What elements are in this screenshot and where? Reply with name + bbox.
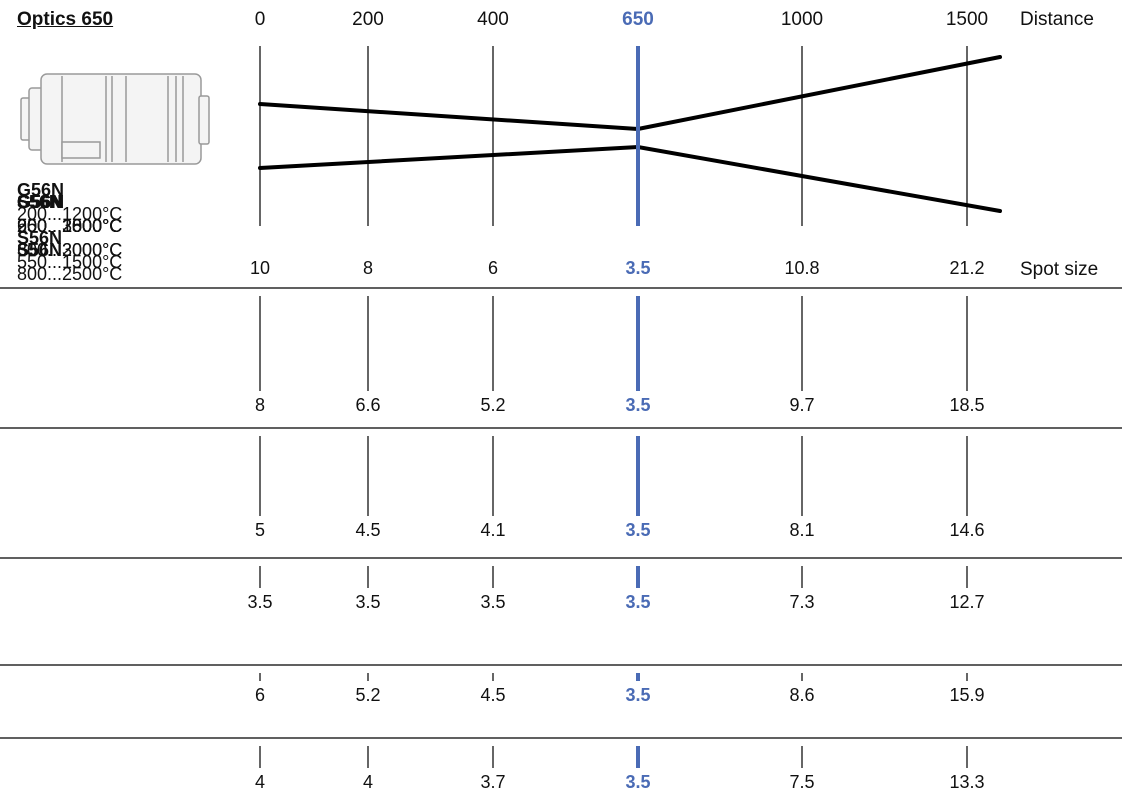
- spot-size-value: 4.5: [480, 685, 506, 705]
- model-name: S56N: [17, 240, 63, 260]
- distance-label-0: 0: [254, 9, 266, 30]
- distance-axis-label: Distance: [1020, 9, 1094, 30]
- page-title: Optics 650: [17, 9, 114, 30]
- spot-size-value: 10.8: [784, 258, 820, 278]
- spot-size-value: 4.5: [355, 520, 381, 540]
- spot-size-value: 6.6: [355, 395, 381, 415]
- temperature-range: 550...1500°C: [17, 252, 123, 272]
- distance-label-5: 1500: [945, 9, 989, 30]
- spot-size-value: 3.5: [625, 772, 651, 792]
- spot-size-value: 9.7: [789, 395, 815, 415]
- temperature-range: 600...3000°C: [17, 240, 123, 260]
- model-name: S56N: [17, 192, 63, 212]
- spot-size-value: 3.5: [625, 395, 651, 415]
- spot-size-value: 7.3: [789, 592, 815, 612]
- temperature-range: 250...2500°C: [17, 216, 123, 236]
- spot-size-value: 8.6: [789, 685, 815, 705]
- temperature-range: 350...2000°C: [17, 240, 123, 260]
- spot-size-value: 3.5: [625, 685, 651, 705]
- model-name: S56N: [17, 228, 63, 248]
- distance-label-3: 650: [622, 9, 654, 30]
- spot-size-value: 8.1: [789, 520, 815, 540]
- spot-size-value: 4: [254, 772, 266, 792]
- beam-profile: [258, 55, 1002, 213]
- spot-size-value: 5.2: [480, 395, 506, 415]
- spot-size-value: 10: [249, 258, 271, 278]
- spot-size-value: 8: [254, 395, 266, 415]
- spot-size-value: 15.9: [949, 685, 985, 705]
- spot-size-value: 3.5: [625, 592, 651, 612]
- spot-size-value: 3.5: [355, 592, 381, 612]
- spot-size-value: 3.5: [247, 592, 273, 612]
- model-name: G56N: [17, 192, 65, 212]
- temperature-range: 250...1500°C: [17, 216, 123, 236]
- pyrometer-device-icon: [20, 73, 210, 165]
- spot-size-value: 4: [362, 772, 374, 792]
- temperature-range: 800...2500°C: [17, 264, 123, 284]
- model-name: G56N: [17, 180, 65, 200]
- spot-size-value: 12.7: [949, 592, 985, 612]
- spot-size-value: 5.2: [355, 685, 381, 705]
- spot-size-value: 3.5: [480, 592, 506, 612]
- spot-size-value: 3.5: [625, 258, 651, 278]
- spot-size-value: 6: [254, 685, 266, 705]
- spot-size-value: 7.5: [789, 772, 815, 792]
- spot-size-value: 4.1: [480, 520, 506, 540]
- temperature-range: 200...1200°C: [17, 204, 123, 224]
- spot-size-value: 6: [487, 258, 499, 278]
- spot-size-value: 3.5: [625, 520, 651, 540]
- temperature-range: 900...3000°C: [17, 216, 123, 236]
- model-name: G56N: [17, 192, 65, 212]
- spot-size-value: 21.2: [949, 258, 985, 278]
- spot-size-value: 13.3: [949, 772, 985, 792]
- spot-size-value: 18.5: [949, 395, 985, 415]
- spot-size-value: 5: [254, 520, 266, 540]
- temperature-range: 200...2000°C: [17, 216, 123, 236]
- spot-size-value: 3.7: [480, 772, 506, 792]
- temperature-range: 600...1800°C: [17, 216, 123, 236]
- model-name: S56N: [17, 192, 63, 212]
- spot-size-value: 8: [362, 258, 374, 278]
- distance-label-4: 1000: [780, 9, 824, 30]
- distance-label-1: 200: [352, 9, 384, 30]
- spot-size-axis-label: Spot size: [1020, 259, 1099, 280]
- spot-size-value: 14.6: [949, 520, 985, 540]
- model-name: G56N: [17, 192, 65, 212]
- distance-label-2: 400: [477, 9, 509, 30]
